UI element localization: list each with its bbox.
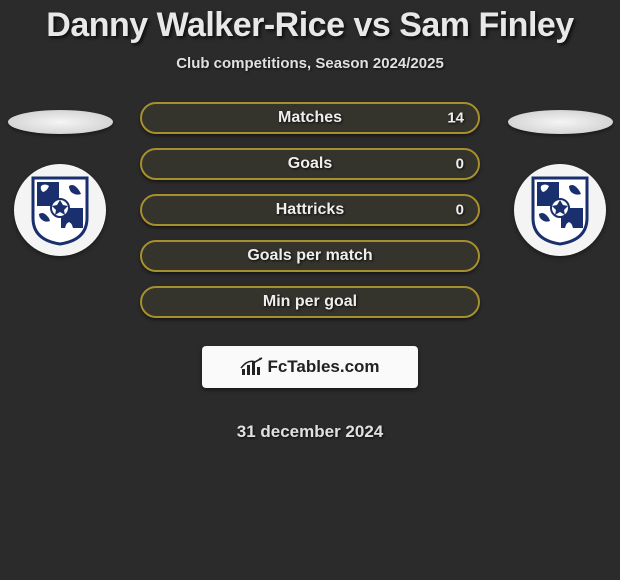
stats-container: Matches 14 Goals 0 Hattricks 0 Goals per match…	[140, 102, 480, 332]
logo-text: FcTables.com	[267, 357, 379, 377]
player-left-column	[5, 102, 115, 256]
shield-icon	[29, 174, 91, 246]
main-content: Matches 14 Goals 0 Hattricks 0 Goals per match…	[0, 102, 620, 442]
player-right-ellipse	[508, 110, 613, 134]
logo-box: FcTables.com	[202, 346, 418, 388]
logo-inner: FcTables.com	[240, 357, 379, 377]
player-right-column	[505, 102, 615, 256]
stat-value-right: 14	[447, 110, 464, 127]
stat-label: Min per goal	[263, 293, 357, 311]
stat-label: Goals	[288, 155, 332, 173]
club-crest-right	[514, 164, 606, 256]
club-crest-left	[14, 164, 106, 256]
date-label: 31 december 2024	[0, 422, 620, 442]
stat-pill: Min per goal	[140, 286, 480, 318]
stat-pill: Goals 0	[140, 148, 480, 180]
stat-pill: Goals per match	[140, 240, 480, 272]
page-title: Danny Walker-Rice vs Sam Finley	[0, 6, 620, 45]
stat-label: Matches	[278, 109, 342, 127]
stat-pill: Matches 14	[140, 102, 480, 134]
stat-label: Hattricks	[276, 201, 344, 219]
stat-value-right: 0	[456, 202, 464, 219]
stat-label: Goals per match	[247, 247, 372, 265]
player-left-ellipse	[8, 110, 113, 134]
page-subtitle: Club competitions, Season 2024/2025	[0, 55, 620, 72]
header: Danny Walker-Rice vs Sam Finley Club com…	[0, 0, 620, 72]
shield-icon	[529, 174, 591, 246]
stat-value-right: 0	[456, 156, 464, 173]
bar-chart-icon	[240, 357, 264, 377]
stat-pill: Hattricks 0	[140, 194, 480, 226]
